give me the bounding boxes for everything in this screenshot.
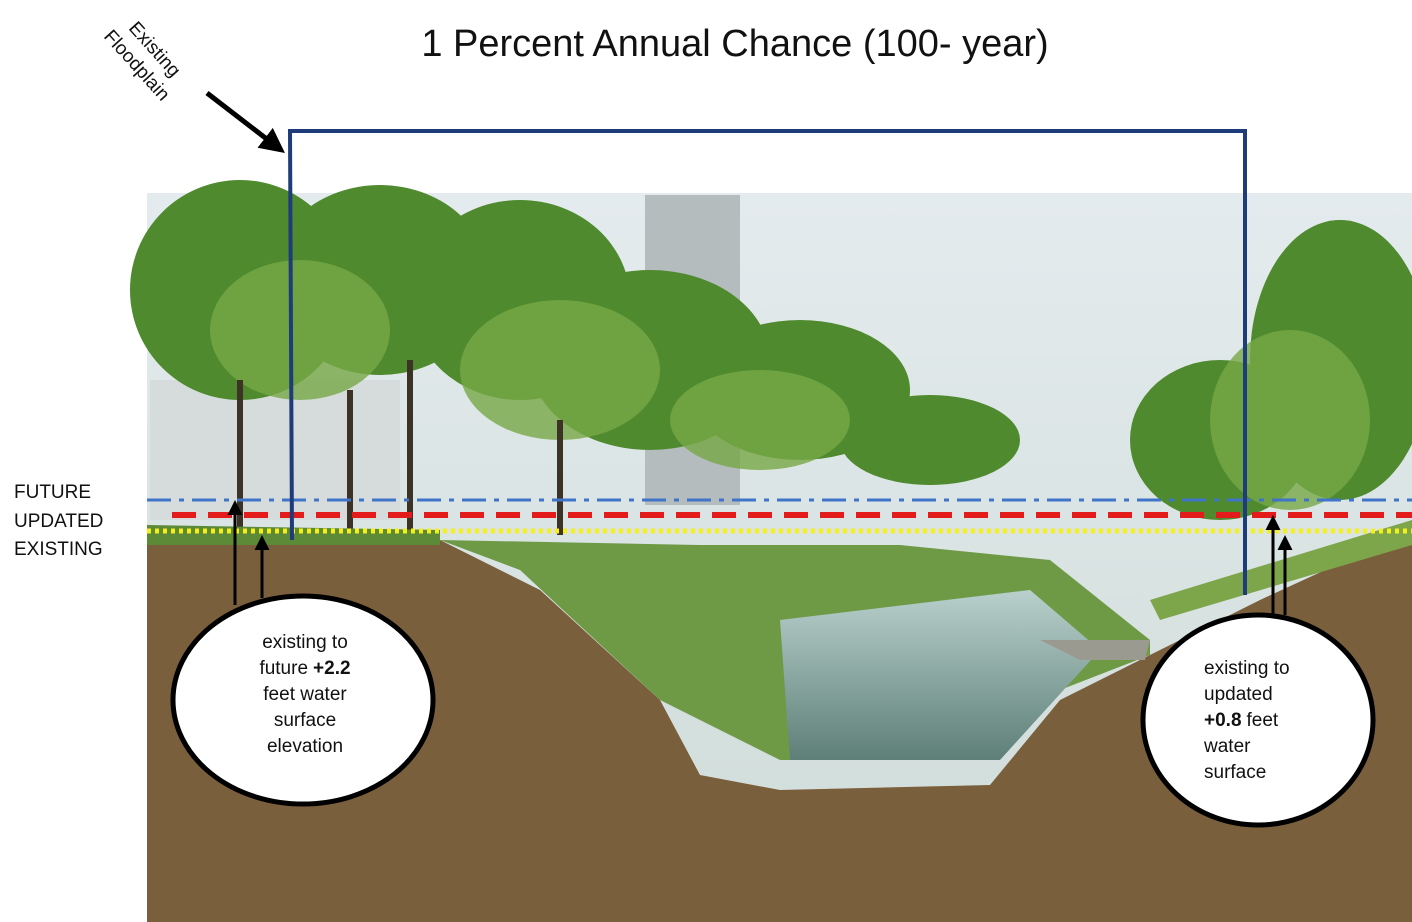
diagram: 1 Percent Annual Chance (100- year) Exis… xyxy=(0,0,1412,922)
annotation-arrow xyxy=(207,93,281,150)
callout-text: surface xyxy=(274,710,336,731)
callout-text: water xyxy=(1203,736,1251,757)
callout-line: surface xyxy=(274,710,336,731)
callout-text: updated xyxy=(1204,684,1273,705)
title: 1 Percent Annual Chance (100- year) xyxy=(421,23,1048,65)
callout-text: feet water xyxy=(263,684,347,705)
level-labels: FUTURE UPDATED EXISTING xyxy=(14,482,103,560)
callout-line: feet water xyxy=(263,684,347,705)
callout-line: water xyxy=(1203,736,1251,757)
callout-text: elevation xyxy=(267,736,343,757)
callout-line: existing to xyxy=(262,632,348,653)
callout-text: existing to xyxy=(262,632,348,653)
callout-line: future+2.2 xyxy=(259,658,350,679)
callout-text: +2.2 xyxy=(313,658,351,679)
callout-text: future xyxy=(259,658,308,679)
annotation: Existing Floodplain xyxy=(99,10,191,105)
level-label: EXISTING xyxy=(14,539,103,560)
level-label: FUTURE xyxy=(14,482,91,503)
callout-line: surface xyxy=(1204,762,1266,783)
callout-text: feet xyxy=(1247,710,1279,731)
callout-text: existing to xyxy=(1204,658,1290,679)
callout-line: updated xyxy=(1204,684,1273,705)
level-label: UPDATED xyxy=(14,511,103,532)
callout-text: surface xyxy=(1204,762,1266,783)
callout-line: existing to xyxy=(1204,658,1290,679)
callout-text: +0.8 xyxy=(1204,710,1242,731)
callout-line: elevation xyxy=(267,736,343,757)
